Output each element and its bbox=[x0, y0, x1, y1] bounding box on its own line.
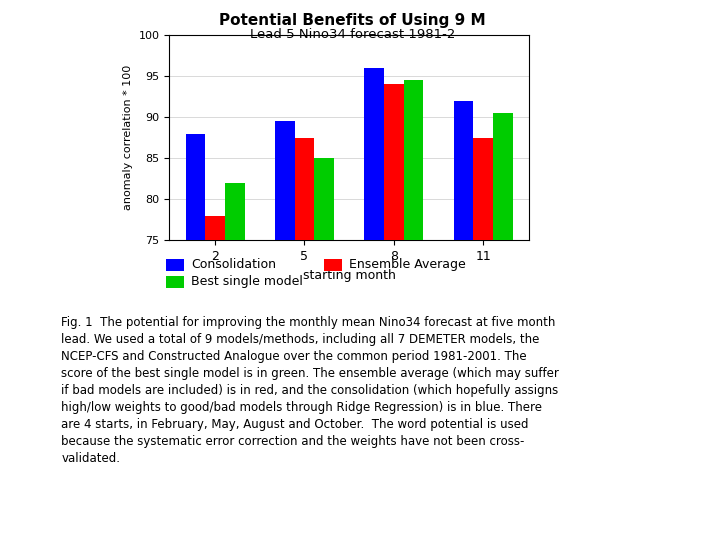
Bar bbox=[474, 138, 493, 540]
Bar bbox=[384, 84, 404, 540]
Text: Potential Benefits of Using 9 M: Potential Benefits of Using 9 M bbox=[220, 14, 486, 29]
Bar bbox=[315, 158, 334, 540]
Text: Lead 5 Nino34 forecast 1981-2: Lead 5 Nino34 forecast 1981-2 bbox=[250, 28, 456, 41]
Bar bbox=[205, 215, 225, 540]
Text: Consolidation: Consolidation bbox=[191, 258, 276, 271]
Bar bbox=[275, 122, 294, 540]
Y-axis label: anomaly correlation * 100: anomaly correlation * 100 bbox=[123, 65, 133, 210]
Bar bbox=[364, 68, 384, 540]
Bar bbox=[404, 80, 423, 540]
Bar bbox=[225, 183, 245, 540]
X-axis label: starting month: starting month bbox=[303, 268, 395, 281]
Text: Ensemble Average: Ensemble Average bbox=[349, 258, 466, 271]
Bar bbox=[294, 138, 315, 540]
Bar bbox=[186, 133, 205, 540]
Text: Best single model: Best single model bbox=[191, 275, 302, 288]
Text: Fig. 1  The potential for improving the monthly mean Nino34 forecast at five mon: Fig. 1 The potential for improving the m… bbox=[61, 316, 559, 465]
Bar bbox=[454, 101, 474, 540]
Bar bbox=[493, 113, 513, 540]
